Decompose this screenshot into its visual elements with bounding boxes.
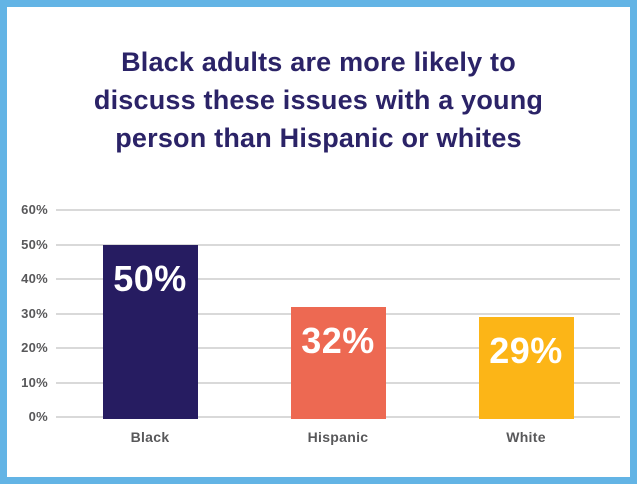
x-axis-category-label-black: Black	[130, 429, 170, 445]
chart-title: Black adults are more likely to discuss …	[7, 43, 630, 157]
x-axis-category-label-white: White	[506, 429, 546, 445]
bar-white: 29%	[478, 316, 574, 419]
bar-value-label-hispanic: 32%	[301, 319, 375, 361]
y-axis-tick-label-10%: 10%	[21, 374, 48, 390]
chart-title-line-3: person than Hispanic or whites	[115, 123, 522, 153]
gridline-50%	[56, 243, 620, 246]
y-axis-tick-label-20%: 20%	[21, 340, 48, 355]
gridline-60%	[56, 209, 620, 211]
gridline-40%	[56, 278, 620, 280]
x-axis-category-label-hispanic: Hispanic	[307, 429, 369, 445]
border-pattern-mark	[462, 0, 488, 7]
y-axis-tick-label-50%: 50%	[21, 236, 48, 252]
bar-value-label-black: 50%	[113, 257, 187, 299]
chart-canvas: Black adults are more likely to discuss …	[7, 7, 630, 477]
y-axis-tick-label-0%: 0%	[28, 409, 48, 424]
chart-title-line-1: Black adults are more likely to	[121, 47, 516, 77]
border-pattern-mark	[552, 0, 574, 7]
y-axis-tick-label-30%: 30%	[21, 305, 48, 321]
y-axis-tick-label-40%: 40%	[21, 271, 48, 286]
bar-hispanic: 32%	[290, 306, 386, 419]
y-axis-tick-label-60%: 60%	[21, 202, 48, 217]
bar-chart-plot-area: 50% 32% 29%	[56, 209, 620, 419]
bar-black: 50%	[102, 244, 198, 419]
chart-title-line-2: discuss these issues with a young	[93, 85, 544, 115]
border-pattern-mark	[212, 0, 242, 7]
bar-value-label-white: 29%	[489, 329, 563, 371]
